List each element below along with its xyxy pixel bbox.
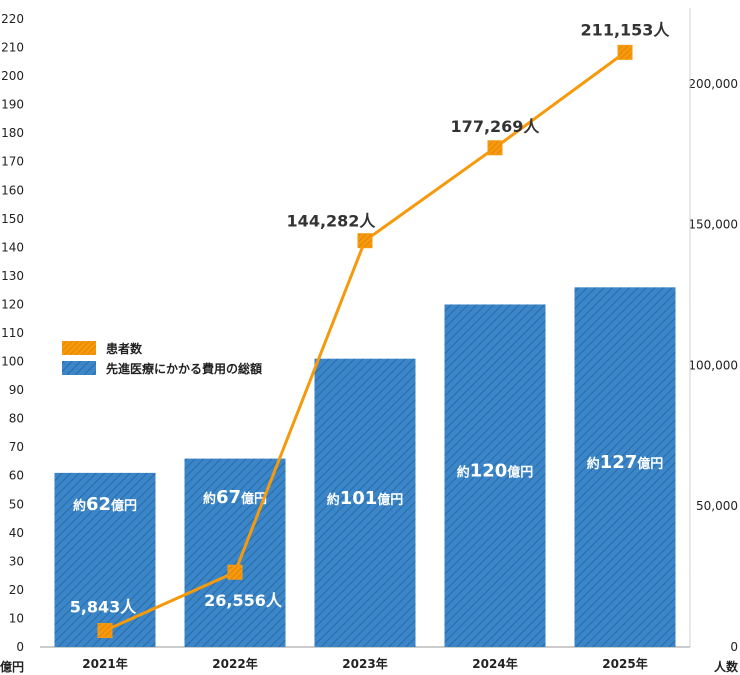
y-right-tick-label: 50,000 <box>696 499 738 513</box>
legend-label-total-cost: 先進医療にかかる費用の総額 <box>106 361 262 376</box>
y-right-tick-label: 150,000 <box>688 218 738 232</box>
bar-label-suffix: 億円 <box>637 456 663 472</box>
bar-label: 約67億円 <box>203 487 267 508</box>
bar-label: 約127億円 <box>587 452 664 473</box>
x-tick-label: 2021年 <box>82 656 127 671</box>
y-right-tick-label: 0 <box>730 640 738 654</box>
patients-label: 144,282人 <box>287 212 377 231</box>
x-tick-label: 2022年 <box>212 656 257 671</box>
y-left-tick-label: 100 <box>1 355 24 369</box>
bar-label-suffix: 億円 <box>241 491 267 507</box>
legend-swatch-patients <box>62 341 96 355</box>
bar-label-prefix: 約 <box>587 456 600 472</box>
patients-marker-2024年 <box>487 140 503 156</box>
patients-label: 26,556人 <box>204 591 283 610</box>
y-left-tick-label: 30 <box>9 554 24 568</box>
y-left-tick-label: 20 <box>9 583 24 597</box>
y-left-tick-label: 150 <box>1 212 24 226</box>
y-right-tick-label: 100,000 <box>688 358 738 372</box>
patients-marker-2025年 <box>617 44 633 60</box>
bar-2025年 <box>574 287 676 647</box>
bar-label-prefix: 約 <box>73 498 86 514</box>
y-left-tick-label: 120 <box>1 297 24 311</box>
bar-label-suffix: 億円 <box>111 498 137 514</box>
legend-label-patients: 患者数 <box>106 341 143 356</box>
patients-marker-2021年 <box>97 623 113 639</box>
patients-marker-2023年 <box>357 233 373 249</box>
right-axis: 0 50,000 100,000 150,000 200,000 <box>688 77 738 654</box>
y-left-tick-label: 40 <box>9 526 24 540</box>
y-left-tick-label: 50 <box>9 497 24 511</box>
bar-label-value: 120 <box>470 461 508 482</box>
y-left-tick-label: 200 <box>1 69 24 83</box>
legend: 患者数 先進医療にかかる費用の総額 <box>62 341 262 376</box>
bar-2024年 <box>444 304 546 647</box>
y-left-tick-label: 210 <box>1 41 24 55</box>
y-left-tick-label: 70 <box>9 440 24 454</box>
bar-label-value: 67 <box>216 487 241 508</box>
patients-label: 5,843人 <box>70 598 138 617</box>
y-left-unit-label: 億円 <box>0 659 24 674</box>
y-left-tick-label: 140 <box>1 240 24 254</box>
y-left-tick-label: 80 <box>9 412 24 426</box>
bar-2023年 <box>314 358 416 647</box>
x-axis: 2021年 2022年 2023年 2024年 2025年 <box>82 656 647 671</box>
y-left-tick-label: 170 <box>1 155 24 169</box>
y-left-tick-label: 220 <box>1 12 24 26</box>
bar-label-suffix: 億円 <box>377 492 403 508</box>
patients-marker-2022年 <box>227 564 243 580</box>
patients-label: 177,269人 <box>451 117 541 136</box>
bar-label-prefix: 約 <box>203 491 216 507</box>
patients-label: 211,153人 <box>581 20 671 39</box>
bar-label-prefix: 約 <box>327 492 340 508</box>
legend-swatch-total-cost <box>62 361 96 375</box>
line-series: 5,843人 26,556人 144,282人 177,269人 211,153人 <box>70 20 671 639</box>
x-tick-label: 2024年 <box>472 656 517 671</box>
y-left-tick-label: 110 <box>1 326 24 340</box>
y-right-unit-label: 人数 <box>714 659 739 674</box>
bar-label: 約62億円 <box>73 494 137 515</box>
bar-label: 約101億円 <box>327 488 404 509</box>
bar-label-value: 101 <box>340 488 378 509</box>
y-left-tick-label: 190 <box>1 98 24 112</box>
bar-label-suffix: 億円 <box>507 465 533 481</box>
y-left-tick-label: 0 <box>16 640 24 654</box>
bar-label-value: 62 <box>86 494 111 515</box>
y-left-tick-label: 90 <box>9 383 24 397</box>
y-left-tick-label: 60 <box>9 469 24 483</box>
left-axis: 0 10 20 30 40 50 60 70 80 90 100 110 120 130 140 150 160… <box>1 12 24 654</box>
y-left-tick-label: 180 <box>1 126 24 140</box>
x-tick-label: 2023年 <box>342 656 387 671</box>
bar-2021年 <box>54 472 156 647</box>
bar-label-prefix: 約 <box>457 465 470 481</box>
y-right-tick-label: 200,000 <box>688 77 738 91</box>
y-left-tick-label: 10 <box>9 611 24 625</box>
bar-label: 約120億円 <box>457 461 534 482</box>
x-tick-label: 2025年 <box>602 656 647 671</box>
bar-label-value: 127 <box>600 452 638 473</box>
y-left-tick-label: 130 <box>1 269 24 283</box>
y-left-tick-label: 160 <box>1 183 24 197</box>
